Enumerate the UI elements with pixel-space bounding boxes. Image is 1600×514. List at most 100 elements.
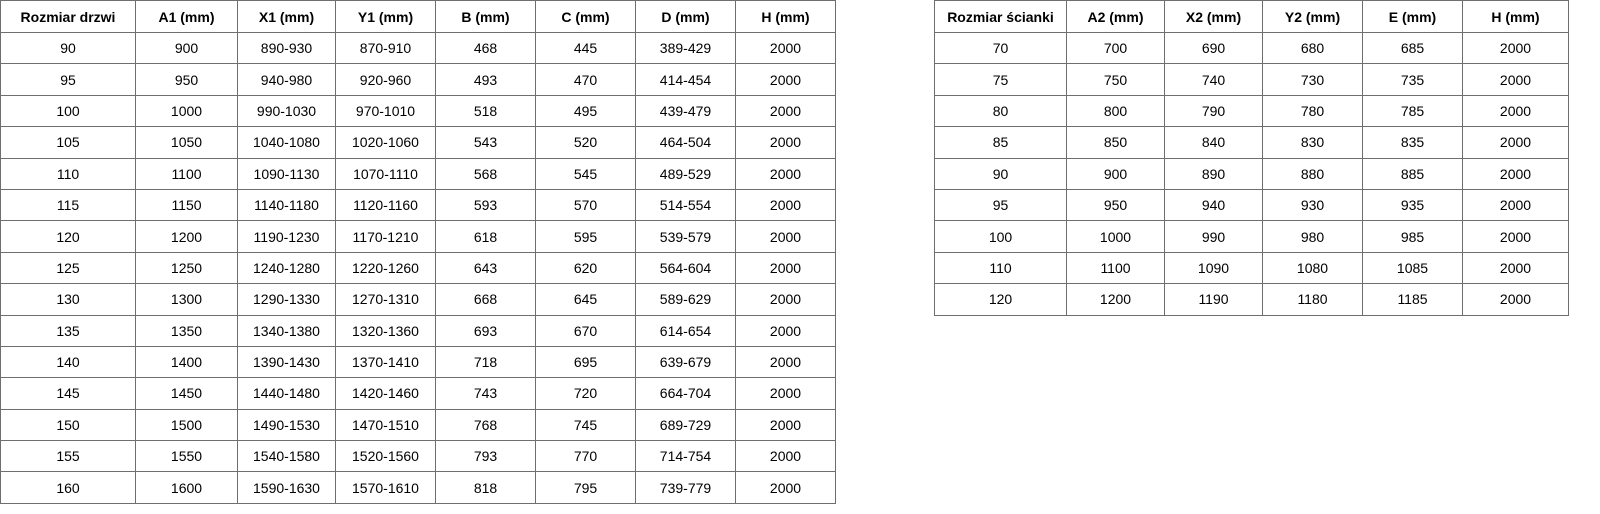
table-cell: 835 <box>1362 126 1463 159</box>
table-row: 90 900 890-930 870-910 468 445 389-429 2000 <box>0 31 836 65</box>
table-cell: 664-704 <box>635 377 736 410</box>
table-cell: 140 <box>0 345 136 379</box>
table-row: 100 1000 990-1030 970-1010 518 495 439-479 2000 <box>0 94 836 128</box>
column-header: X2 (mm) <box>1164 0 1263 33</box>
table-cell: 940 <box>1164 188 1263 222</box>
walls-dimensions-table: Rozmiar ścianki A2 (mm) X2 (mm) Y2 (mm) E (m… <box>934 0 1569 316</box>
table-cell: 1450 <box>135 377 238 410</box>
table-cell: 2000 <box>735 126 836 159</box>
table-cell: 920-960 <box>335 63 436 96</box>
table-cell: 740 <box>1164 63 1263 96</box>
table-cell: 695 <box>535 345 636 379</box>
table-cell: 940-980 <box>237 63 336 96</box>
table-row: 140 1400 1390-1430 1370-1410 718 695 639-679 20… <box>0 345 836 379</box>
table-cell: 685 <box>1362 31 1463 65</box>
table-cell: 643 <box>435 251 536 285</box>
table-cell: 100 <box>0 94 136 128</box>
table-cell: 800 <box>1066 94 1165 128</box>
table-cell: 470 <box>535 63 636 96</box>
table-row: 110 1100 1090-1130 1070-1110 568 545 489-529 20… <box>0 157 836 190</box>
table-cell: 639-679 <box>635 345 736 379</box>
table-cell: 105 <box>0 126 136 159</box>
column-header: Rozmiar drzwi <box>0 0 136 33</box>
table-cell: 614-654 <box>635 314 736 347</box>
table-cell: 2000 <box>735 377 836 410</box>
table-row: 80 800 790 780 785 2000 <box>934 94 1569 128</box>
table-row: 110 1100 1090 1080 1085 2000 <box>934 251 1569 285</box>
table-cell: 1000 <box>135 94 238 128</box>
table-cell: 145 <box>0 377 136 410</box>
table-cell: 830 <box>1262 126 1363 159</box>
table-cell: 2000 <box>735 283 836 316</box>
table-cell: 1070-1110 <box>335 157 436 190</box>
table-cell: 2000 <box>735 63 836 96</box>
table-cell: 1420-1460 <box>335 377 436 410</box>
table-cell: 1090 <box>1164 251 1263 285</box>
table-cell: 693 <box>435 314 536 347</box>
column-header: H (mm) <box>735 0 836 33</box>
table-cell: 2000 <box>735 94 836 128</box>
table-row: 160 1600 1590-1630 1570-1610 818 795 739-779 20… <box>0 471 836 504</box>
table-cell: 2000 <box>735 471 836 504</box>
column-header: D (mm) <box>635 0 736 33</box>
table-cell: 125 <box>0 251 136 285</box>
table-cell: 743 <box>435 377 536 410</box>
table-cell: 518 <box>435 94 536 128</box>
table-cell: 1090-1130 <box>237 157 336 190</box>
table-cell: 2000 <box>735 345 836 379</box>
table-cell: 1100 <box>1066 251 1165 285</box>
table-cell: 668 <box>435 283 536 316</box>
table-row: 105 1050 1040-1080 1020-1060 543 520 464-504 20… <box>0 126 836 159</box>
table-cell: 1570-1610 <box>335 471 436 504</box>
table-cell: 1050 <box>135 126 238 159</box>
table-cell: 539-579 <box>635 220 736 253</box>
column-header: H (mm) <box>1462 0 1569 33</box>
table-cell: 793 <box>435 440 536 473</box>
table-cell: 1190 <box>1164 283 1263 316</box>
column-header: E (mm) <box>1362 0 1463 33</box>
table-cell: 489-529 <box>635 157 736 190</box>
table-cell: 2000 <box>1462 126 1569 159</box>
table-cell: 745 <box>535 408 636 442</box>
header-row: Rozmiar drzwi A1 (mm) X1 (mm) Y1 (mm) B (mm)… <box>0 0 836 33</box>
table-cell: 1540-1580 <box>237 440 336 473</box>
table-cell: 680 <box>1262 31 1363 65</box>
table-cell: 768 <box>435 408 536 442</box>
table-cell: 618 <box>435 220 536 253</box>
table-cell: 439-479 <box>635 94 736 128</box>
table-cell: 1085 <box>1362 251 1463 285</box>
table-cell: 2000 <box>735 408 836 442</box>
table-cell: 1185 <box>1362 283 1463 316</box>
table-cell: 2000 <box>1462 220 1569 253</box>
table-cell: 840 <box>1164 126 1263 159</box>
table-cell: 543 <box>435 126 536 159</box>
table-cell: 589-629 <box>635 283 736 316</box>
table-cell: 818 <box>435 471 536 504</box>
table-cell: 935 <box>1362 188 1463 222</box>
table-cell: 568 <box>435 157 536 190</box>
table-cell: 985 <box>1362 220 1463 253</box>
table-cell: 495 <box>535 94 636 128</box>
table-cell: 2000 <box>1462 63 1569 96</box>
table-cell: 464-504 <box>635 126 736 159</box>
column-header: A2 (mm) <box>1066 0 1165 33</box>
table-cell: 468 <box>435 31 536 65</box>
table-cell: 85 <box>934 126 1067 159</box>
column-header: A1 (mm) <box>135 0 238 33</box>
table-cell: 1250 <box>135 251 238 285</box>
table-row: 90 900 890 880 885 2000 <box>934 157 1569 190</box>
table-cell: 1470-1510 <box>335 408 436 442</box>
column-header: B (mm) <box>435 0 536 33</box>
table-cell: 870-910 <box>335 31 436 65</box>
table-cell: 1290-1330 <box>237 283 336 316</box>
table-row: 145 1450 1440-1480 1420-1460 743 720 664-704 20… <box>0 377 836 410</box>
table-cell: 720 <box>535 377 636 410</box>
table-cell: 1490-1530 <box>237 408 336 442</box>
table-cell: 130 <box>0 283 136 316</box>
table-cell: 570 <box>535 188 636 222</box>
table-cell: 514-554 <box>635 188 736 222</box>
table-cell: 2000 <box>1462 31 1569 65</box>
table-cell: 2000 <box>1462 188 1569 222</box>
table-cell: 1040-1080 <box>237 126 336 159</box>
table-cell: 2000 <box>1462 157 1569 190</box>
